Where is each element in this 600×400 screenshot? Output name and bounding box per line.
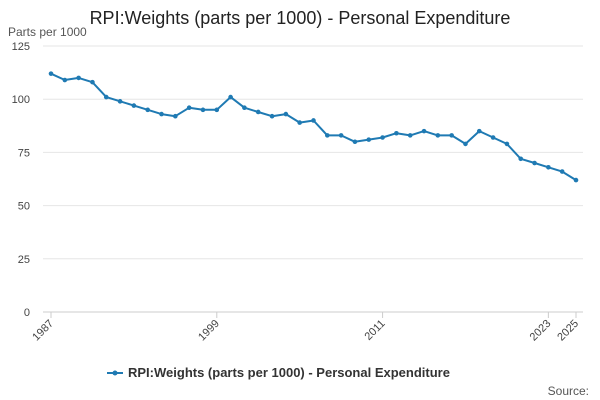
x-tick-label: 1999 [196, 318, 222, 344]
y-tick-label: 25 [18, 254, 30, 266]
data-point[interactable] [159, 111, 164, 117]
data-point[interactable] [435, 133, 441, 138]
data-point[interactable] [366, 137, 372, 142]
legend[interactable]: RPI:Weights (parts per 1000) - Personal … [107, 365, 450, 380]
data-point[interactable] [131, 103, 137, 108]
data-point[interactable] [117, 99, 123, 104]
chart-title: RPI:Weights (parts per 1000) - Personal … [90, 8, 511, 28]
gridlines [43, 45, 583, 260]
data-point[interactable] [214, 107, 220, 113]
data-point[interactable] [338, 133, 344, 138]
y-tick-label: 75 [18, 147, 30, 159]
x-tick-label: 2023 [528, 318, 554, 344]
data-point[interactable] [449, 133, 454, 138]
data-point[interactable] [103, 94, 109, 100]
data-point[interactable] [269, 113, 275, 119]
x-tick-label: 2011 [362, 318, 387, 343]
data-point[interactable] [421, 128, 427, 134]
data-point[interactable] [407, 133, 413, 138]
y-axis-ticks: 0 25 50 75 100 125 [12, 41, 30, 319]
data-point[interactable] [325, 133, 330, 138]
data-point[interactable] [48, 71, 54, 76]
data-point[interactable] [186, 105, 192, 111]
data-point[interactable] [490, 135, 496, 140]
data-point[interactable] [394, 130, 399, 136]
x-axis: 1987 1999 2011 2023 2025 [30, 311, 583, 344]
data-point[interactable] [200, 107, 206, 113]
data-point[interactable] [532, 160, 537, 166]
data-point[interactable] [62, 77, 68, 83]
data-point[interactable] [463, 141, 468, 147]
data-point[interactable] [283, 111, 289, 117]
data-point[interactable] [311, 118, 316, 123]
series-layer [48, 71, 579, 183]
legend-label: RPI:Weights (parts per 1000) - Personal … [128, 365, 450, 380]
data-point[interactable] [173, 113, 178, 119]
data-point[interactable] [90, 79, 95, 85]
x-tick-label: 2025 [555, 318, 581, 344]
y-axis-label: Parts per 1000 [8, 25, 87, 39]
data-point[interactable] [504, 141, 510, 147]
source-label: Source: [548, 384, 589, 398]
data-point[interactable] [76, 75, 81, 81]
y-tick-label: 50 [18, 201, 30, 213]
data-point[interactable] [518, 156, 524, 162]
y-tick-label: 100 [12, 94, 30, 106]
legend-swatch-marker [112, 370, 118, 376]
data-point[interactable] [559, 169, 565, 174]
y-tick-label: 0 [24, 307, 30, 319]
y-tick-label: 125 [12, 41, 30, 53]
data-point[interactable] [476, 128, 482, 134]
data-point[interactable] [145, 107, 151, 113]
data-point[interactable] [228, 94, 233, 100]
data-point[interactable] [297, 120, 302, 125]
data-point[interactable] [573, 177, 579, 183]
x-tick-label: 1987 [30, 318, 56, 344]
data-point[interactable] [255, 109, 261, 115]
data-point[interactable] [380, 135, 385, 140]
series-line [50, 72, 577, 181]
data-point[interactable] [352, 139, 358, 145]
data-point[interactable] [546, 164, 551, 170]
data-point[interactable] [242, 105, 247, 111]
